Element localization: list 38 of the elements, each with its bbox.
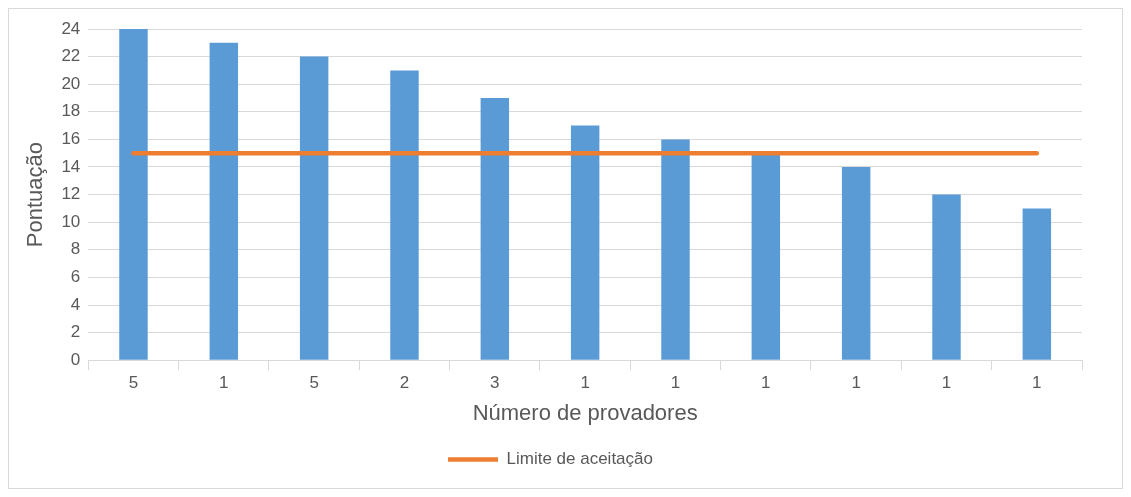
legend-label: Limite de aceitação	[506, 449, 653, 469]
bar	[390, 70, 419, 360]
x-tick-label: 1	[761, 373, 771, 393]
bar	[841, 167, 871, 360]
bar	[480, 98, 510, 360]
x-tick-label: 1	[670, 373, 681, 393]
x-tick-label: 2	[399, 373, 410, 393]
y-tick-label: 24	[61, 18, 81, 38]
y-tick-label: 12	[61, 184, 81, 204]
y-tick-label: 8	[70, 239, 81, 259]
x-tick-label: 3	[490, 373, 500, 393]
x-tick-label: 1	[1032, 373, 1042, 393]
y-tick-label: 16	[61, 129, 81, 149]
y-tick-label: 10	[61, 211, 81, 231]
bar	[119, 29, 148, 360]
bar	[299, 56, 329, 360]
y-tick-label: 18	[61, 101, 81, 121]
x-axis-title: Número de provadores	[472, 399, 698, 425]
bar	[661, 139, 690, 360]
bar	[751, 153, 781, 360]
x-tick-label: 1	[941, 373, 952, 393]
x-tick-label: 5	[309, 373, 319, 393]
y-tick-label: 4	[70, 294, 81, 314]
bar	[570, 125, 600, 360]
bar	[1022, 208, 1052, 360]
x-tick-label: 1	[580, 373, 590, 393]
x-tick-label: 1	[219, 373, 229, 393]
y-axis-title: Pontuação	[22, 142, 48, 248]
bar	[209, 42, 239, 360]
bar	[932, 194, 961, 360]
x-tick-label: 1	[851, 373, 861, 393]
y-tick-label: 2	[70, 322, 81, 342]
y-tick-label: 0	[70, 349, 81, 369]
y-tick-label: 20	[61, 73, 81, 93]
y-tick-label: 14	[61, 156, 81, 176]
y-tick-label: 6	[70, 267, 81, 287]
x-tick-label: 5	[128, 373, 139, 393]
y-tick-label: 22	[61, 46, 81, 66]
